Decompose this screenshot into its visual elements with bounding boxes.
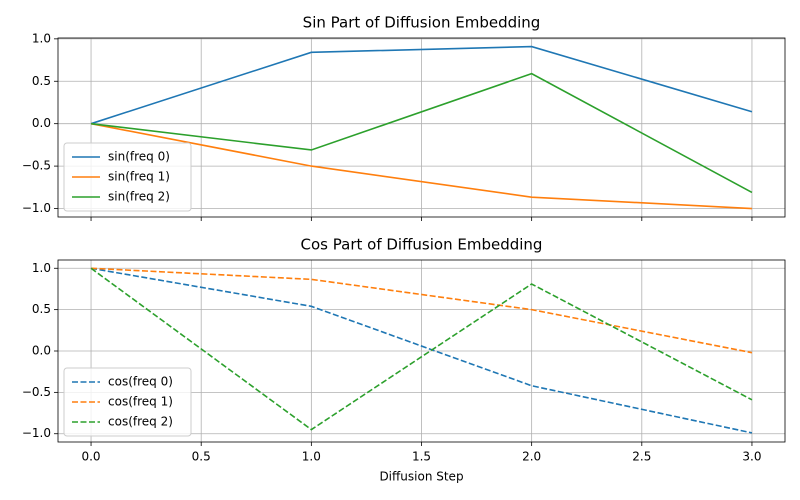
legend-box: [63, 142, 192, 212]
legend-box: [63, 367, 192, 437]
line-series: [90, 122, 752, 210]
axes-frame: [57, 259, 786, 443]
y-tick-label: 0.5: [32, 74, 51, 88]
chart-title: Sin Part of Diffusion Embedding: [303, 14, 541, 32]
x-tick-label: 1.5: [412, 450, 431, 464]
line-series: [90, 45, 753, 125]
y-tick-label: −1.0: [22, 426, 51, 440]
line-series: [90, 267, 753, 431]
x-tick-label: 2.0: [522, 450, 541, 464]
y-tick-label: 0.0: [32, 344, 51, 358]
line-series: [90, 267, 753, 434]
y-tick-label: 0.5: [32, 302, 51, 316]
x-tick-label: 3.0: [742, 450, 761, 464]
y-tick-label: −0.5: [22, 159, 51, 173]
axes-frame: [57, 37, 786, 218]
chart-title: Cos Part of Diffusion Embedding: [301, 236, 543, 254]
x-tick-label: 0.5: [192, 450, 211, 464]
x-axis-label: Diffusion Step: [379, 470, 463, 484]
line-series: [90, 72, 753, 194]
legend-label: sin(freq 2): [108, 190, 170, 204]
y-tick-label: −0.5: [22, 385, 51, 399]
x-tick-label: 1.0: [302, 450, 321, 464]
x-tick-label: 2.5: [632, 450, 651, 464]
y-tick-label: 0.0: [32, 116, 51, 130]
y-tick-label: −1.0: [22, 201, 51, 215]
y-tick-label: 1.0: [32, 31, 51, 45]
x-tick-label: 0.0: [81, 450, 100, 464]
line-series: [91, 267, 753, 354]
legend-label: cos(freq 2): [108, 415, 173, 429]
legend-label: cos(freq 1): [108, 395, 173, 409]
legend-label: sin(freq 1): [108, 170, 170, 184]
legend-label: sin(freq 0): [108, 150, 170, 164]
legend-label: cos(freq 0): [108, 375, 173, 389]
y-tick-label: 1.0: [32, 261, 51, 275]
